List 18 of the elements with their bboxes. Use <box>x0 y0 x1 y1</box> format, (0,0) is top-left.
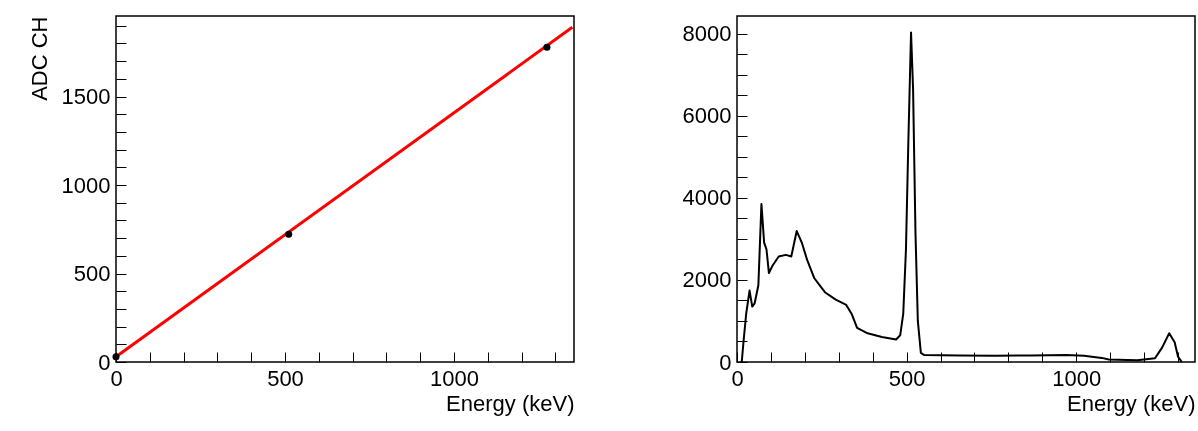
x-axis-title: Energy (keV) <box>1067 390 1196 416</box>
y-tick-label: 6000 <box>682 103 732 129</box>
point <box>285 230 293 238</box>
x-axis-title: Energy (keV) <box>446 390 575 416</box>
y-tick-label: 1500 <box>61 84 111 110</box>
y-tick-label: 4000 <box>682 185 732 211</box>
y-tick-label: 8000 <box>682 21 732 47</box>
x-tick-label: 1000 <box>1052 365 1102 391</box>
x-tick-label: 500 <box>267 365 304 391</box>
y-tick-label: 0 <box>719 349 732 375</box>
x-tick-label: 1000 <box>430 365 479 391</box>
point <box>543 43 551 51</box>
x-tick-label: 500 <box>888 365 926 391</box>
y-tick-label: 1000 <box>61 172 111 198</box>
y-tick-label: 0 <box>98 349 111 375</box>
y-axis-title: ADC CH <box>26 16 52 101</box>
y-tick-label: 500 <box>73 261 111 287</box>
y-tick-label: 2000 <box>682 267 732 293</box>
